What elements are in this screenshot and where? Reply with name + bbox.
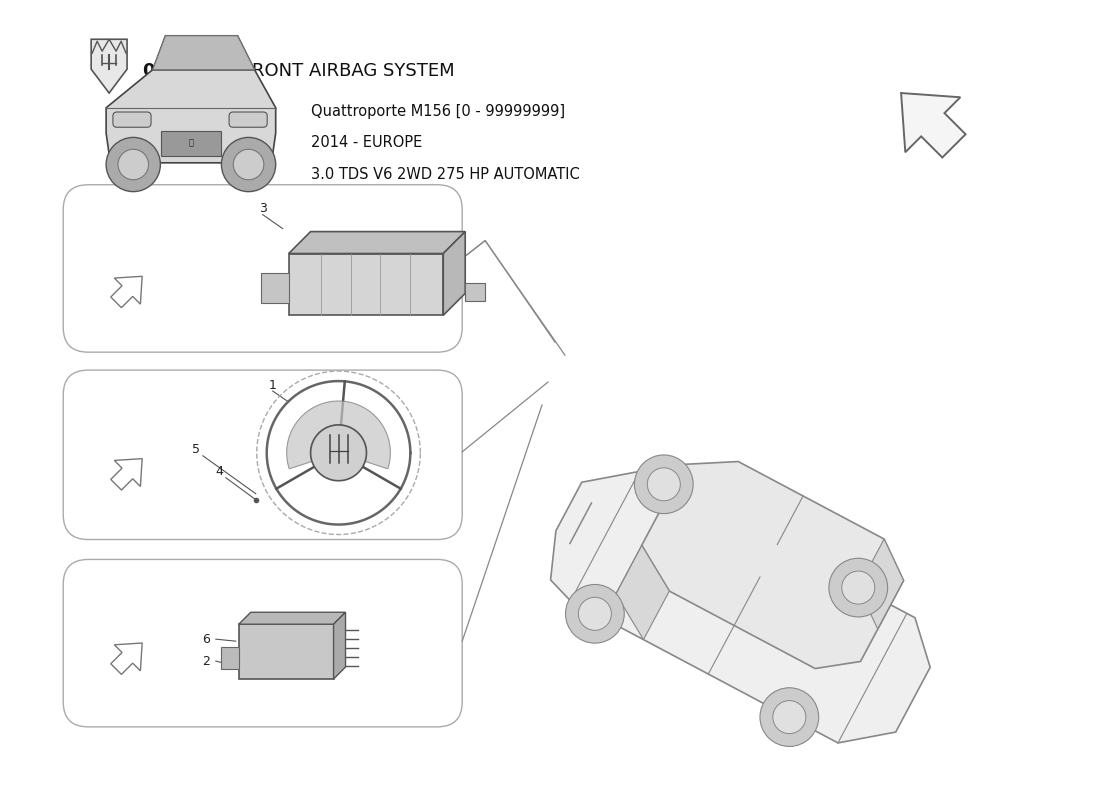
Polygon shape	[333, 612, 345, 679]
Text: 4: 4	[214, 466, 223, 478]
Polygon shape	[858, 539, 903, 629]
Text: 3.0 TDS V6 2WD 275 HP AUTOMATIC: 3.0 TDS V6 2WD 275 HP AUTOMATIC	[310, 167, 580, 182]
Polygon shape	[111, 458, 142, 490]
FancyBboxPatch shape	[221, 647, 239, 669]
FancyBboxPatch shape	[465, 283, 485, 302]
Text: 3: 3	[258, 202, 266, 215]
Polygon shape	[91, 39, 128, 93]
Text: FRONT AIRBAG SYSTEM: FRONT AIRBAG SYSTEM	[235, 62, 454, 80]
Polygon shape	[239, 612, 345, 624]
Polygon shape	[551, 471, 931, 743]
Polygon shape	[901, 93, 966, 158]
Text: 5: 5	[191, 443, 200, 456]
Circle shape	[842, 571, 874, 604]
Circle shape	[773, 701, 806, 734]
Circle shape	[760, 688, 818, 746]
Polygon shape	[153, 36, 254, 70]
FancyBboxPatch shape	[261, 274, 288, 303]
Polygon shape	[641, 462, 903, 669]
FancyBboxPatch shape	[229, 112, 267, 127]
Text: 6: 6	[202, 633, 210, 646]
FancyBboxPatch shape	[63, 370, 462, 539]
Polygon shape	[443, 231, 465, 315]
FancyBboxPatch shape	[113, 112, 151, 127]
FancyBboxPatch shape	[63, 559, 462, 727]
Text: 07.00 - 1: 07.00 - 1	[143, 62, 232, 80]
Text: 𝗠: 𝗠	[188, 139, 194, 148]
Polygon shape	[111, 276, 142, 308]
FancyBboxPatch shape	[63, 185, 462, 352]
Circle shape	[647, 468, 680, 501]
Text: Quattroporte M156 [0 - 99999999]: Quattroporte M156 [0 - 99999999]	[310, 103, 564, 118]
Text: 2: 2	[202, 654, 210, 667]
Polygon shape	[288, 254, 443, 315]
Polygon shape	[310, 425, 366, 481]
Circle shape	[221, 138, 276, 192]
Polygon shape	[153, 36, 254, 70]
Polygon shape	[287, 401, 390, 469]
Circle shape	[233, 150, 264, 180]
FancyBboxPatch shape	[239, 624, 333, 679]
FancyBboxPatch shape	[162, 130, 221, 156]
Circle shape	[118, 150, 148, 180]
Circle shape	[635, 455, 693, 514]
Text: 1: 1	[268, 378, 276, 391]
Polygon shape	[616, 546, 669, 640]
Circle shape	[565, 585, 624, 643]
Circle shape	[579, 598, 612, 630]
Polygon shape	[288, 231, 465, 254]
Polygon shape	[106, 70, 276, 163]
Circle shape	[106, 138, 161, 192]
Text: 2014 - EUROPE: 2014 - EUROPE	[310, 135, 422, 150]
Circle shape	[829, 558, 888, 617]
Polygon shape	[111, 643, 142, 674]
